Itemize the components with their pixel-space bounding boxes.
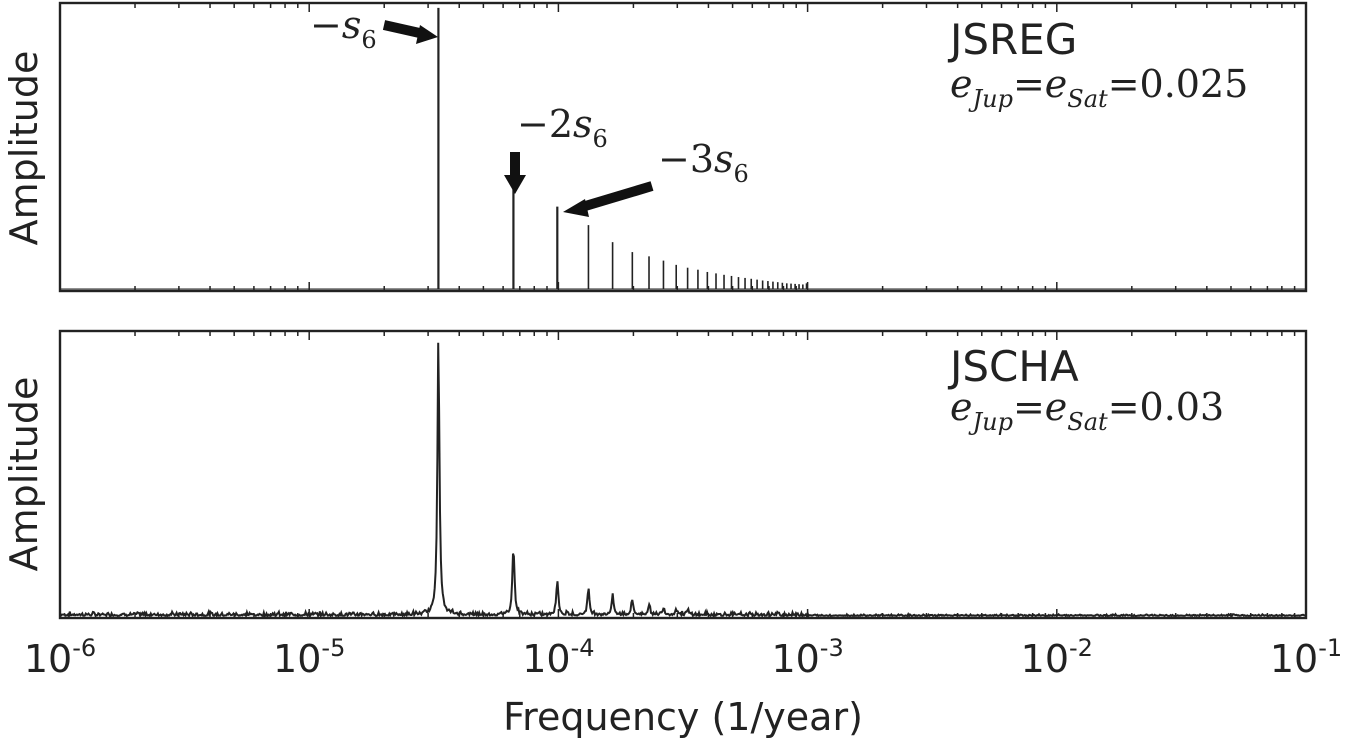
bottom-panel: Amplitude JSCHA eJup=eSat=0.03 10-6 10-5 1… <box>2 329 1342 739</box>
x-tick-label: 10-6 <box>24 634 96 681</box>
bottom-plot-frame <box>58 329 1308 620</box>
x-tick-label: 10-5 <box>273 634 345 681</box>
x-tick-labels: 10-6 10-5 10-4 10-3 10-2 10-1 <box>24 634 1342 681</box>
top-y-axis-label: Amplitude <box>2 51 46 246</box>
annotation-3s6-label: −3s6 <box>658 137 749 188</box>
bottom-y-axis-label: Amplitude <box>2 377 46 572</box>
x-tick-label: 10-1 <box>1270 634 1342 681</box>
bottom-panel-title: JSCHA <box>947 342 1079 391</box>
top-panel: Amplitude JSREG eJup=eSat=0.025 −s6 −2s6… <box>2 1 1308 293</box>
annotation-s6-arrowhead <box>416 25 438 44</box>
bottom-series-spectrum <box>59 342 1307 619</box>
annotation-2s6-arrowhead <box>504 175 526 194</box>
x-axis-label: Frequency (1/year) <box>503 695 863 739</box>
annotation-s6-label: −s6 <box>310 3 377 54</box>
annotation-2s6-label: −2s6 <box>517 102 608 153</box>
x-tick-label: 10-4 <box>522 634 594 681</box>
top-series-sticks <box>60 7 1306 290</box>
x-tick-label: 10-3 <box>771 634 843 681</box>
bottom-x-ticks <box>59 331 1307 618</box>
spectrum-line <box>59 342 1307 619</box>
annotation-3s6-arrowhead <box>563 199 589 217</box>
top-plot-frame <box>58 1 1308 293</box>
x-tick-label: 10-2 <box>1021 634 1093 681</box>
annotation-s6-arrow <box>382 20 426 39</box>
annotation-s6: −s6 <box>310 3 438 54</box>
annotation-3s6: −3s6 <box>563 137 749 217</box>
top-panel-title: JSREG <box>947 15 1077 64</box>
bottom-panel-subtitle: eJup=eSat=0.03 <box>950 385 1224 436</box>
top-panel-subtitle: eJup=eSat=0.025 <box>950 62 1248 113</box>
annotation-3s6-arrow <box>580 181 654 212</box>
annotation-2s6: −2s6 <box>504 102 608 194</box>
